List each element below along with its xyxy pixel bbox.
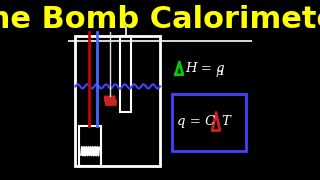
Bar (172, 94, 245, 151)
Text: T: T (221, 115, 230, 128)
Text: H = q: H = q (185, 62, 224, 75)
Bar (76, 36, 160, 166)
Bar (120, 36, 132, 112)
Bar (79, 126, 101, 166)
Text: q = C: q = C (177, 115, 215, 128)
Text: The Bomb Calorimeter: The Bomb Calorimeter (0, 5, 320, 34)
Text: p: p (215, 68, 222, 76)
